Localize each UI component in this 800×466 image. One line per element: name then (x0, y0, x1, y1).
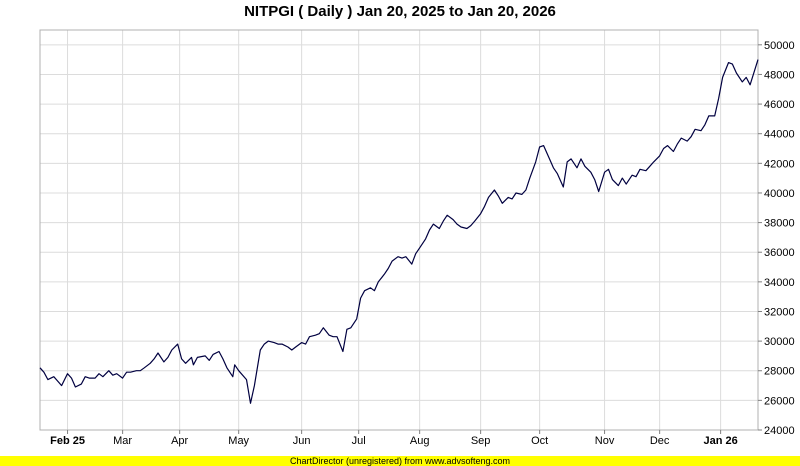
y-tick-label: 28000 (764, 366, 795, 378)
x-tick-label: Jun (293, 435, 311, 447)
footer-banner: ChartDirector (unregistered) from www.ad… (0, 456, 800, 466)
chart-title: NITPGI ( Daily ) Jan 20, 2025 to Jan 20,… (244, 3, 556, 20)
x-tick-label: May (228, 435, 249, 447)
x-tick-label: Jul (352, 435, 366, 447)
series-layer (39, 59, 759, 404)
y-tick-label: 50000 (764, 40, 795, 52)
y-tick-label: 44000 (764, 129, 795, 141)
y-tick-label: 38000 (764, 218, 795, 230)
x-tick-label: Dec (650, 435, 670, 447)
x-tick-label: Aug (410, 435, 430, 447)
y-tick-label: 42000 (764, 158, 795, 170)
x-axis: Feb 25 Mar Apr May Jun Jul Aug Sep Oct Nov Dec Jan … (50, 430, 738, 447)
y-tick-label: 26000 (764, 395, 795, 407)
y-tick-label: 46000 (764, 99, 795, 111)
series-line (39, 59, 759, 404)
y-tick-label: 48000 (764, 69, 795, 81)
y-tick-label: 36000 (764, 247, 795, 259)
x-tick-label: Feb 25 (50, 435, 85, 447)
plot-area (39, 29, 759, 431)
x-tick-label: Apr (171, 435, 188, 447)
y-axis: 24000 26000 28000 30000 32000 34000 36000 38000… (758, 40, 795, 437)
y-tick-label: 32000 (764, 306, 795, 318)
y-tick-label: 24000 (764, 425, 795, 437)
grid-layer (40, 30, 758, 431)
x-tick-label: Nov (595, 435, 615, 447)
x-tick-label: Oct (531, 435, 548, 447)
y-tick-label: 34000 (764, 277, 795, 289)
x-tick-label: Sep (471, 435, 491, 447)
y-tick-label: 30000 (764, 336, 795, 348)
x-tick-label: Jan 26 (703, 435, 737, 447)
x-tick-label: Mar (113, 435, 132, 447)
y-tick-label: 40000 (764, 188, 795, 200)
